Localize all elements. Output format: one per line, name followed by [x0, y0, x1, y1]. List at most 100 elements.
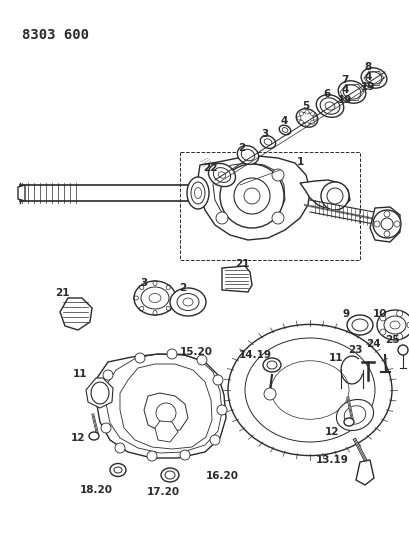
Circle shape [299, 120, 303, 124]
Ellipse shape [89, 432, 99, 440]
Text: 24: 24 [365, 339, 380, 349]
Circle shape [180, 450, 189, 460]
Ellipse shape [170, 288, 205, 316]
Ellipse shape [342, 85, 360, 99]
Circle shape [220, 164, 283, 228]
Text: 3: 3 [140, 278, 147, 288]
Ellipse shape [114, 467, 122, 473]
Ellipse shape [194, 188, 201, 198]
Ellipse shape [148, 294, 161, 303]
Text: 21: 21 [55, 288, 69, 298]
Ellipse shape [344, 406, 365, 424]
Text: 2: 2 [238, 143, 245, 153]
Text: 4: 4 [364, 72, 371, 82]
Circle shape [312, 116, 316, 120]
Ellipse shape [383, 316, 405, 334]
Circle shape [101, 423, 111, 433]
Polygon shape [144, 393, 188, 432]
Circle shape [393, 221, 399, 227]
Text: 16.20: 16.20 [205, 471, 238, 481]
Circle shape [209, 435, 220, 445]
Ellipse shape [161, 468, 179, 482]
Circle shape [304, 122, 308, 126]
Circle shape [135, 353, 145, 363]
Polygon shape [355, 460, 373, 485]
Text: 6: 6 [323, 89, 330, 99]
Text: 14.19: 14.19 [238, 350, 271, 360]
Text: 19: 19 [360, 82, 374, 92]
Text: 17.20: 17.20 [146, 487, 179, 497]
Ellipse shape [227, 325, 391, 456]
Polygon shape [96, 354, 225, 458]
Text: 3: 3 [261, 129, 268, 139]
Circle shape [216, 212, 227, 224]
Ellipse shape [240, 149, 254, 161]
Circle shape [372, 210, 400, 238]
Ellipse shape [110, 464, 126, 477]
Text: 7: 7 [340, 75, 348, 85]
Circle shape [383, 211, 389, 217]
Polygon shape [369, 207, 399, 242]
Polygon shape [18, 185, 25, 201]
Text: 23: 23 [347, 345, 362, 355]
Text: 19: 19 [337, 95, 351, 105]
Circle shape [115, 443, 125, 453]
Text: 12: 12 [324, 427, 338, 437]
Text: 9: 9 [342, 309, 349, 319]
Ellipse shape [346, 315, 372, 335]
Ellipse shape [337, 81, 365, 103]
Ellipse shape [343, 418, 353, 426]
Ellipse shape [141, 287, 169, 309]
Polygon shape [221, 266, 252, 292]
Circle shape [271, 169, 283, 181]
Circle shape [95, 395, 105, 405]
Circle shape [383, 231, 389, 237]
Circle shape [320, 182, 348, 210]
Ellipse shape [315, 95, 343, 117]
Text: 2: 2 [179, 283, 186, 293]
Ellipse shape [365, 72, 381, 84]
Ellipse shape [260, 135, 275, 148]
Circle shape [216, 405, 227, 415]
Text: 25: 25 [384, 335, 398, 345]
Ellipse shape [213, 167, 230, 182]
Circle shape [296, 116, 300, 120]
Circle shape [379, 315, 385, 321]
Circle shape [397, 345, 407, 355]
Ellipse shape [266, 361, 276, 369]
Text: 8: 8 [364, 62, 371, 72]
Polygon shape [86, 378, 113, 408]
Text: 18.20: 18.20 [79, 485, 112, 495]
Ellipse shape [360, 68, 386, 88]
Circle shape [406, 322, 409, 328]
Circle shape [373, 221, 379, 227]
Circle shape [304, 110, 308, 114]
Circle shape [299, 112, 303, 116]
Circle shape [310, 120, 314, 124]
Text: 21: 21 [234, 259, 249, 269]
Text: 22: 22 [202, 163, 217, 173]
Circle shape [213, 375, 222, 385]
Ellipse shape [295, 109, 317, 127]
Ellipse shape [245, 338, 374, 442]
Ellipse shape [237, 146, 258, 164]
Circle shape [310, 112, 314, 116]
Text: 11: 11 [72, 369, 87, 379]
Ellipse shape [208, 164, 235, 187]
Ellipse shape [270, 361, 348, 419]
Text: 4: 4 [340, 85, 348, 95]
Ellipse shape [191, 182, 204, 204]
Ellipse shape [299, 112, 313, 124]
Circle shape [271, 212, 283, 224]
Ellipse shape [177, 294, 198, 311]
Ellipse shape [218, 172, 225, 178]
Circle shape [103, 370, 113, 380]
Polygon shape [198, 156, 309, 240]
Ellipse shape [376, 310, 409, 340]
Circle shape [196, 355, 207, 365]
Circle shape [396, 311, 402, 317]
Text: 4: 4 [280, 116, 287, 126]
Ellipse shape [336, 399, 373, 431]
Circle shape [379, 329, 385, 335]
Ellipse shape [389, 321, 399, 329]
